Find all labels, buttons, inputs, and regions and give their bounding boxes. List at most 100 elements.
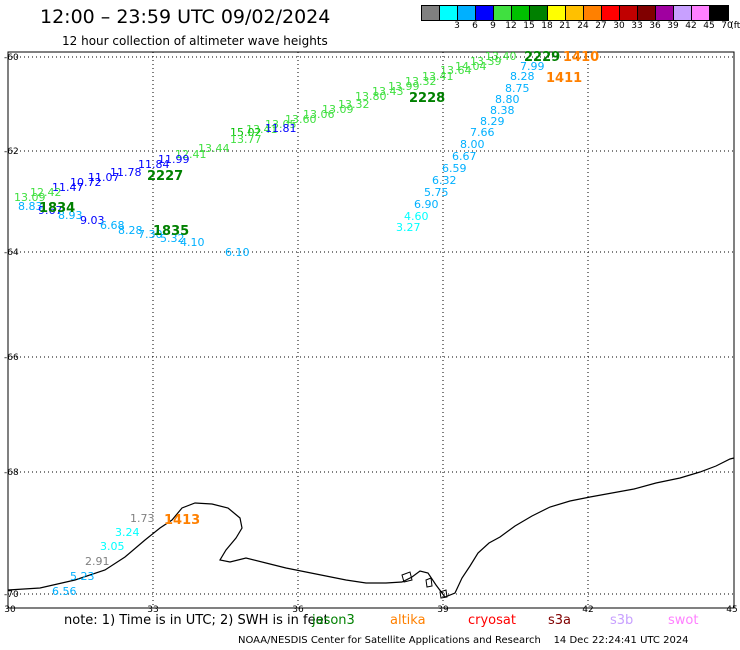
satellite-label: s3a: [548, 613, 572, 628]
swh-value-label: 8.75: [505, 82, 530, 95]
swh-value-label: 13.40: [485, 50, 517, 63]
swh-value-label: 4.10: [180, 236, 205, 249]
swh-value-label: 1.73: [130, 512, 155, 525]
map-subtitle: 12 hour collection of altimeter wave hei…: [62, 34, 328, 48]
legend-tick-label: 21: [559, 21, 571, 31]
swh-value-label: 7.30: [138, 228, 163, 241]
legend-tick-label: 70: [721, 21, 733, 31]
legend-swatch: [566, 6, 584, 20]
swh-value-label: 10.72: [70, 176, 102, 189]
swh-value-label: 8.38: [490, 104, 515, 117]
legend-swatch: [602, 6, 620, 20]
swh-value-label: 6.68: [100, 219, 125, 232]
satellite-label: s3b: [610, 613, 634, 628]
lat-label: -64: [4, 248, 19, 258]
satellite-legend: jason3 altika cryosat s3a s3b swot: [0, 613, 740, 631]
satellite-label: cryosat: [468, 613, 516, 628]
legend-tick-label: 9: [490, 21, 496, 31]
swh-value-label: 13.32: [338, 98, 370, 111]
swh-value-label: 13.77: [230, 133, 262, 146]
legend-tick-label: 24: [577, 21, 589, 31]
legend-swatch: [530, 6, 548, 20]
legend-unit: (ft): [730, 21, 740, 31]
swh-value-label: 5.23: [70, 570, 95, 583]
swh-value-label: 8.80: [495, 93, 520, 106]
swh-value-label: 6.10: [225, 246, 250, 259]
pass-time-label: 1410: [563, 50, 599, 65]
swh-value-label: 2.91: [85, 555, 110, 568]
swh-value-label: 15.02: [230, 126, 262, 139]
lon-label: 33: [147, 605, 158, 612]
swh-value-label: 8.83: [18, 200, 43, 213]
legend-swatch: [458, 6, 476, 20]
lat-label: -70: [4, 590, 19, 600]
legend-tick-label: 36: [649, 21, 661, 31]
swh-value-label: 6.59: [442, 162, 467, 175]
lat-label: -66: [4, 353, 19, 363]
lon-label: 30: [4, 605, 16, 612]
legend-swatch: [620, 6, 638, 20]
swh-value-label: 3.24: [115, 526, 140, 539]
swh-value-label: 6.32: [432, 174, 457, 187]
swh-value-label: 8.29: [480, 115, 505, 128]
swh-value-label: 3.05: [100, 540, 125, 553]
swh-value-label: 11.81: [265, 122, 297, 135]
time-labels: 2229 1410 1411 2228 2227 1834 1835 1413: [39, 50, 599, 528]
map-frame: [7, 51, 735, 609]
legend-swatch: [512, 6, 530, 20]
antarctic-coastline: [7, 457, 735, 599]
pass-time-label: 1411: [546, 71, 582, 86]
swh-value-label: 5.75: [424, 186, 449, 199]
legend-swatch: [584, 6, 602, 20]
lon-label: 45: [726, 605, 737, 612]
track-labels: 13.4013.3914.0413.6413.4113.3213.9913.43…: [14, 50, 545, 598]
pass-time-label: 2227: [147, 169, 183, 184]
legend-tick-label: 15: [523, 21, 535, 31]
legend-swatch: [692, 6, 710, 20]
swh-value-label: 13.60: [285, 113, 317, 126]
swh-value-label: 9.03: [80, 214, 105, 227]
legend-swatch: [440, 6, 458, 20]
footer-credit: NOAA/NESDIS Center for Satellite Applica…: [238, 635, 689, 646]
satellite-label: swot: [668, 613, 699, 628]
legend-tick-label: 27: [595, 21, 607, 31]
swh-value-label: 13.06: [303, 108, 335, 121]
swh-value-label: 7.99: [520, 60, 545, 73]
swh-value-label: 5.32: [160, 232, 185, 245]
pass-time-label: 1835: [153, 224, 189, 239]
legend-tick-label: 18: [541, 21, 553, 31]
legend-tick-label: 30: [613, 21, 625, 31]
legend-swatch: [710, 6, 728, 20]
swh-value-label: 13.64: [440, 64, 472, 77]
swh-value-label: 13.80: [355, 90, 387, 103]
swh-value-label: 9.67: [38, 204, 63, 217]
map-title: 12:00 – 23:59 UTC 09/02/2024: [40, 6, 331, 28]
satellite-label: jason3: [312, 613, 355, 628]
legend-tick-label: 39: [667, 21, 679, 31]
swh-value-label: 11.78: [110, 166, 142, 179]
legend-swatch: [494, 6, 512, 20]
swh-value-label: 8.28: [510, 70, 535, 83]
swh-value-label: 8.93: [58, 209, 83, 222]
swh-value-label: 6.67: [452, 150, 477, 163]
satellite-label: altika: [390, 613, 426, 628]
lon-label: 39: [437, 605, 449, 612]
legend-swatch: [476, 6, 494, 20]
legend-tick-label: 33: [631, 21, 643, 31]
lat-label: -62: [4, 147, 19, 157]
color-legend: [421, 5, 729, 21]
legend-tick-label: 3: [454, 21, 460, 31]
swh-value-label: 8.00: [460, 138, 485, 151]
swh-value-label: 13.41: [246, 123, 278, 136]
swh-value-label: 13.05: [265, 118, 297, 131]
lon-label: 36: [292, 605, 304, 612]
legend-swatch: [656, 6, 674, 20]
swh-value-label: 13.09: [14, 191, 46, 204]
legend-tick-label: 42: [685, 21, 697, 31]
swh-value-label: 13.41: [422, 70, 454, 83]
legend-swatch: [548, 6, 566, 20]
pass-time-label: 2228: [409, 91, 445, 106]
pass-time-label: 2229: [524, 50, 560, 65]
